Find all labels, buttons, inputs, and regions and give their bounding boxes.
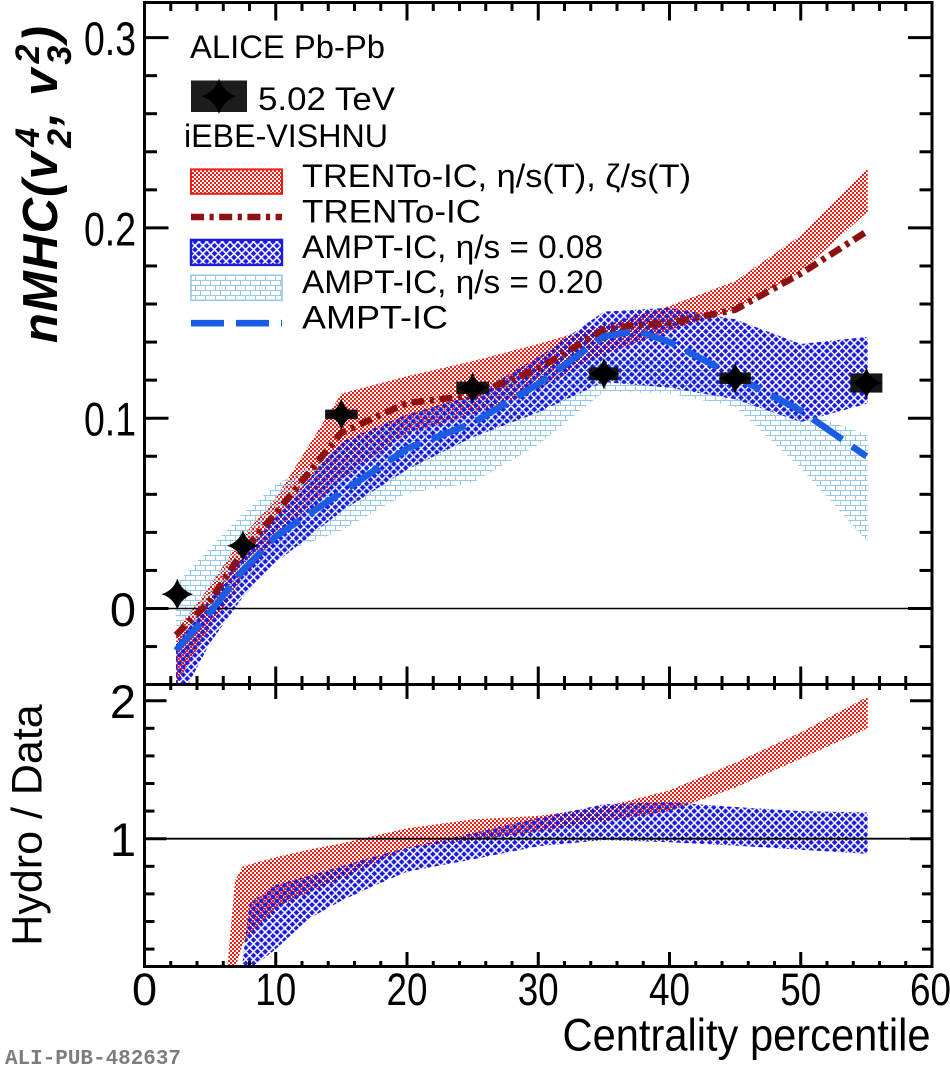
- svg-text:AMPT-IC, η/s = 0.20: AMPT-IC, η/s = 0.20: [302, 264, 603, 300]
- svg-text:0.1: 0.1: [84, 393, 136, 446]
- svg-text:AMPT-IC, η/s = 0.08: AMPT-IC, η/s = 0.08: [302, 229, 603, 265]
- svg-text:TRENTo-IC: TRENTo-IC: [302, 193, 481, 229]
- svg-text:Hydro / Data: Hydro / Data: [4, 704, 52, 945]
- svg-text:10: 10: [255, 964, 296, 1015]
- svg-text:1: 1: [110, 813, 136, 866]
- svg-text:5.02 TeV: 5.02 TeV: [258, 81, 396, 117]
- svg-text:0.3: 0.3: [84, 12, 136, 65]
- svg-text:Centrality percentile: Centrality percentile: [563, 1010, 931, 1061]
- svg-text:AMPT-IC: AMPT-IC: [302, 300, 448, 336]
- svg-text:50: 50: [780, 964, 821, 1015]
- svg-text:0: 0: [132, 964, 157, 1015]
- svg-text:40: 40: [649, 964, 690, 1015]
- svg-text:nMHC(v24, v32): nMHC(v24, v32): [9, 25, 79, 343]
- svg-text:TRENTo-IC, η/s(T), ζ/s(T): TRENTo-IC, η/s(T), ζ/s(T): [302, 158, 691, 194]
- svg-text:0.2: 0.2: [84, 202, 136, 255]
- svg-text:ALI-PUB-482637: ALI-PUB-482637: [5, 1048, 181, 1069]
- svg-text:60: 60: [910, 964, 950, 1015]
- svg-text:ALICE Pb-Pb: ALICE Pb-Pb: [190, 29, 385, 65]
- svg-text:30: 30: [518, 964, 559, 1015]
- svg-text:20: 20: [387, 964, 428, 1015]
- svg-text:iEBE-VISHNU: iEBE-VISHNU: [184, 118, 388, 154]
- svg-text:0: 0: [110, 583, 136, 636]
- svg-text:2: 2: [110, 675, 136, 728]
